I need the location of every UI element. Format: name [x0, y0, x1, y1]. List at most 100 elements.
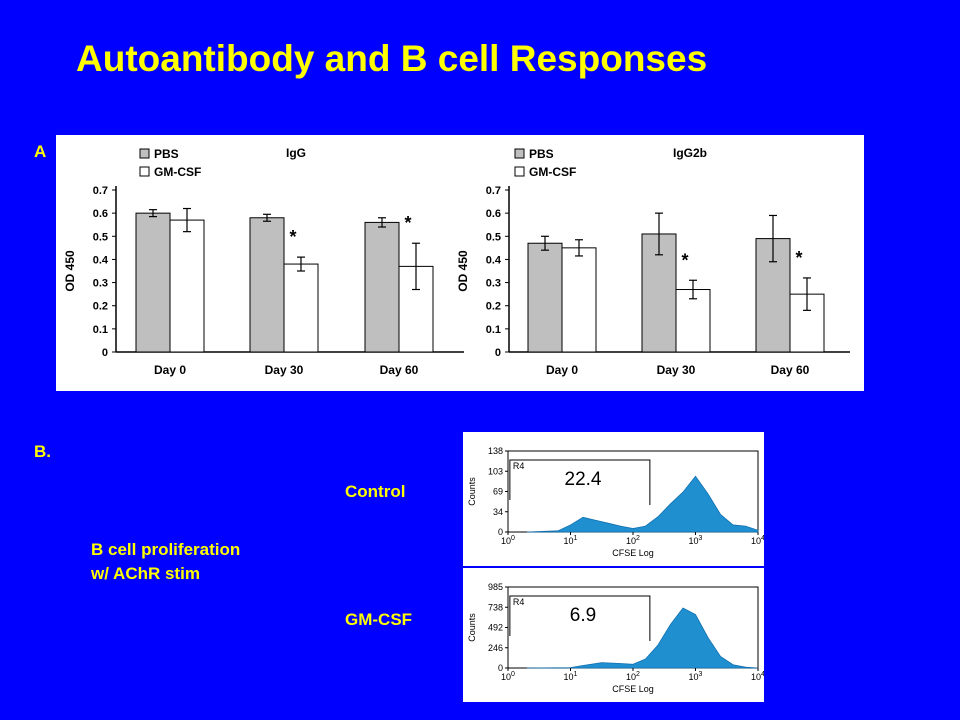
bar-chart-1: 0 0.1 0.2 0.3 0.4 0.5 0.6 0.7 OD 450 IgG2b PBS GM-C… — [456, 146, 850, 377]
x-tick-label: 102 — [626, 535, 640, 546]
y-axis-label: Counts — [467, 477, 477, 506]
x-tick-label: 101 — [564, 535, 578, 546]
x-tick-base: 10 — [689, 536, 699, 546]
x-tick-label: Day 60 — [380, 363, 419, 377]
x-tick-label: 103 — [689, 671, 703, 682]
x-tick-exponent: 4 — [761, 671, 764, 678]
x-tick-label: 100 — [501, 535, 515, 546]
bar — [527, 242, 563, 353]
x-tick-base: 10 — [501, 536, 511, 546]
y-tick-label: 138 — [488, 446, 503, 456]
bar — [364, 221, 400, 353]
gate-label: R4 — [513, 461, 525, 471]
x-tick-exponent: 3 — [699, 671, 703, 678]
x-tick-label: 104 — [751, 535, 764, 546]
x-tick-label: 103 — [689, 535, 703, 546]
y-axis-label: Counts — [467, 613, 477, 642]
y-tick-label: 738 — [488, 602, 503, 612]
y-tick-label: 0.1 — [93, 324, 108, 336]
y-tick-label: 0.3 — [486, 278, 501, 290]
y-tick-label: 0.7 — [486, 185, 501, 197]
y-tick-label: 34 — [493, 507, 503, 517]
significance-asterisk: * — [289, 227, 296, 247]
significance-asterisk: * — [404, 213, 411, 233]
x-tick-base: 10 — [626, 672, 636, 682]
y-tick-label: 0.6 — [486, 208, 501, 220]
x-tick-base: 10 — [564, 672, 574, 682]
panel-b-label: B. — [34, 442, 51, 461]
y-tick-label: 103 — [488, 466, 503, 476]
bar — [169, 219, 205, 353]
bar-chart-0: 0 0.1 0.2 0.3 0.4 0.5 0.6 0.7 OD 450 IgG PBS GM-CSF… — [63, 146, 464, 377]
x-tick-label: 104 — [751, 671, 764, 682]
x-tick-exponent: 0 — [511, 535, 515, 542]
x-tick-exponent: 2 — [636, 671, 640, 678]
legend-label: PBS — [154, 147, 179, 161]
bar — [135, 212, 171, 353]
panel-a-label: A — [34, 142, 47, 161]
panel-a-bar-charts: 0 0.1 0.2 0.3 0.4 0.5 0.6 0.7 OD 450 IgG PBS GM-CSF… — [56, 135, 864, 391]
chart-title: IgG — [286, 146, 306, 160]
x-tick-base: 10 — [564, 536, 574, 546]
y-tick-label: 69 — [493, 487, 503, 497]
bar — [283, 263, 319, 353]
y-tick-label: 985 — [488, 582, 503, 592]
x-tick-base: 10 — [751, 672, 761, 682]
significance-asterisk: * — [681, 250, 688, 270]
y-tick-label: 0.2 — [93, 301, 108, 313]
proliferation-label-line2: w/ AChR stim — [91, 564, 200, 583]
x-tick-label: Day 30 — [265, 363, 304, 377]
control-label: Control — [345, 482, 406, 501]
histogram-area — [526, 475, 759, 533]
legend-label: PBS — [529, 147, 554, 161]
y-tick-label: 0 — [498, 663, 503, 673]
y-tick-label: 0.2 — [486, 301, 501, 313]
legend-swatch — [514, 148, 525, 159]
x-tick-base: 10 — [626, 536, 636, 546]
legend-swatch — [139, 148, 150, 159]
bar-charts-svg: 0 0.1 0.2 0.3 0.4 0.5 0.6 0.7 OD 450 IgG PBS GM-CSF… — [63, 146, 850, 377]
x-tick-label: 100 — [501, 671, 515, 682]
gate-r4-bracket — [509, 459, 651, 505]
y-tick-label: 0.3 — [93, 278, 108, 290]
flow-histogram-control: 0 34 69 103 138 Counts 100 101 102 103 104 CFSE Log… — [463, 432, 765, 566]
histogram-area — [526, 607, 759, 669]
y-axis-label: OD 450 — [456, 250, 470, 292]
proliferation-label-line1: B cell proliferation — [91, 540, 241, 559]
x-tick-label: Day 0 — [546, 363, 578, 377]
gmcsf-label: GM-CSF — [345, 610, 413, 629]
y-tick-label: 0.5 — [486, 231, 501, 243]
gate-r4-bracket — [509, 595, 651, 641]
x-tick-exponent: 4 — [761, 535, 764, 542]
bar — [249, 217, 285, 353]
y-tick-label: 0.1 — [486, 324, 501, 336]
x-tick-exponent: 1 — [574, 535, 578, 542]
bar — [675, 289, 711, 353]
x-tick-exponent: 0 — [511, 671, 515, 678]
x-tick-base: 10 — [501, 672, 511, 682]
legend-swatch — [139, 166, 150, 177]
y-tick-label: 0 — [102, 347, 108, 359]
y-tick-label: 0.4 — [93, 254, 109, 266]
bar — [561, 247, 597, 353]
y-tick-label: 0.6 — [93, 208, 108, 220]
y-tick-label: 246 — [488, 643, 503, 653]
x-axis-label: CFSE Log — [612, 684, 654, 694]
x-axis-label: CFSE Log — [612, 548, 654, 558]
y-axis-label: OD 450 — [63, 250, 77, 292]
chart-title: IgG2b — [673, 146, 707, 160]
gate-percentage: 22.4 — [565, 469, 602, 490]
x-tick-label: Day 60 — [771, 363, 810, 377]
x-tick-exponent: 2 — [636, 535, 640, 542]
gate-percentage: 6.9 — [570, 605, 596, 626]
x-tick-label: Day 0 — [154, 363, 186, 377]
x-tick-base: 10 — [751, 536, 761, 546]
x-tick-exponent: 1 — [574, 671, 578, 678]
y-tick-label: 0 — [498, 527, 503, 537]
legend-label: GM-CSF — [529, 165, 576, 179]
x-tick-label: 101 — [564, 671, 578, 682]
y-tick-label: 492 — [488, 623, 503, 633]
x-tick-base: 10 — [689, 672, 699, 682]
